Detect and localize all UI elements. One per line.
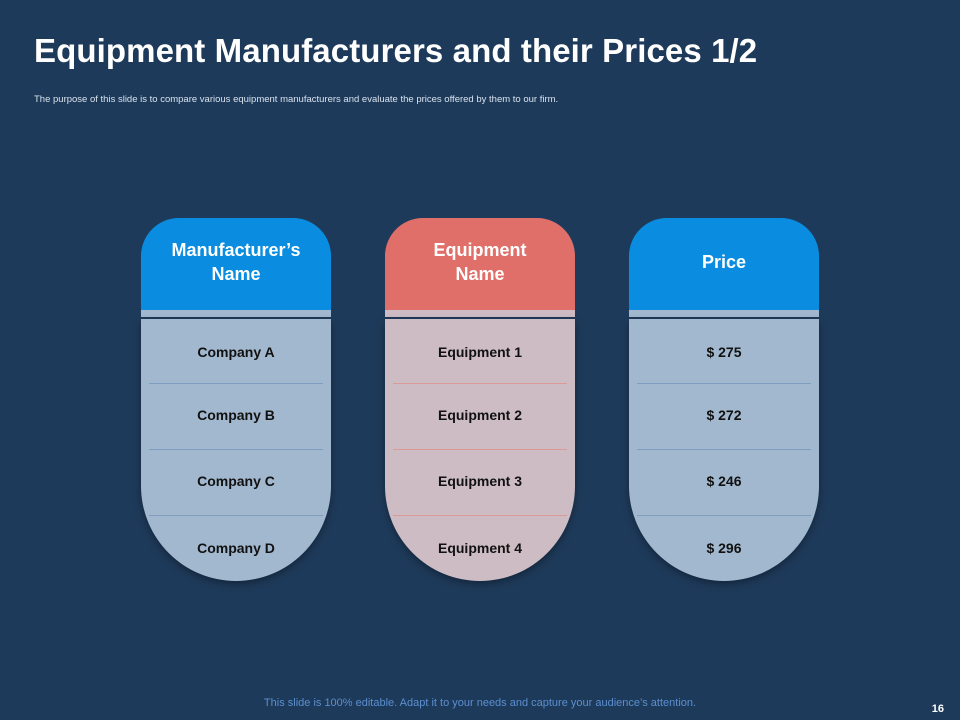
manufacturer-row-4: Company D (197, 540, 275, 556)
equipment-column: Equipment Name Equipment 1 Equipment 2 E… (385, 218, 575, 582)
row-divider (393, 449, 567, 450)
manufacturer-header: Manufacturer’s Name (141, 218, 331, 310)
price-row-1: $ 275 (706, 344, 742, 360)
equipment-stripe (385, 310, 575, 317)
row-divider (149, 515, 323, 516)
row-divider (637, 515, 811, 516)
row-divider (149, 449, 323, 450)
equipment-header-line2: Name (455, 264, 505, 284)
page-number: 16 (931, 703, 944, 715)
price-row-2: $ 272 (706, 407, 742, 423)
equipment-row-2: Equipment 2 (437, 407, 522, 423)
manufacturer-header-line1: Manufacturer’s (171, 240, 301, 260)
manufacturer-stripe (141, 310, 331, 317)
price-header: Price (629, 218, 819, 310)
price-column: Price $ 275 $ 272 $ 246 $ 296 (629, 218, 819, 582)
slide-title: Equipment Manufacturers and their Prices… (34, 32, 758, 69)
equipment-header-line1: Equipment (433, 240, 527, 260)
row-divider (149, 383, 323, 384)
row-divider (393, 515, 567, 516)
equipment-body: Equipment 1 Equipment 2 Equipment 3 Equi… (385, 319, 575, 581)
manufacturer-column: Manufacturer’s Name Company A Company B … (141, 218, 331, 582)
manufacturer-body: Company A Company B Company C Company D (141, 319, 331, 581)
manufacturer-header-line2: Name (211, 264, 261, 284)
price-body: $ 275 $ 272 $ 246 $ 296 (629, 319, 819, 581)
row-divider (393, 383, 567, 384)
footer-note: This slide is 100% editable. Adapt it to… (263, 697, 697, 709)
price-row-3: $ 246 (706, 473, 742, 489)
equipment-row-1: Equipment 1 (437, 344, 522, 360)
equipment-row-4: Equipment 4 (437, 540, 522, 556)
price-row-4: $ 296 (706, 540, 742, 556)
price-header-line1: Price (701, 252, 747, 272)
manufacturer-row-1: Company A (197, 344, 275, 360)
manufacturer-row-3: Company C (197, 473, 275, 489)
manufacturer-row-2: Company B (197, 407, 275, 423)
equipment-row-3: Equipment 3 (437, 473, 522, 489)
row-divider (637, 383, 811, 384)
equipment-header: Equipment Name (385, 218, 575, 310)
row-divider (637, 449, 811, 450)
slide-subtitle: The purpose of this slide is to compare … (34, 94, 559, 105)
price-stripe (629, 310, 819, 317)
